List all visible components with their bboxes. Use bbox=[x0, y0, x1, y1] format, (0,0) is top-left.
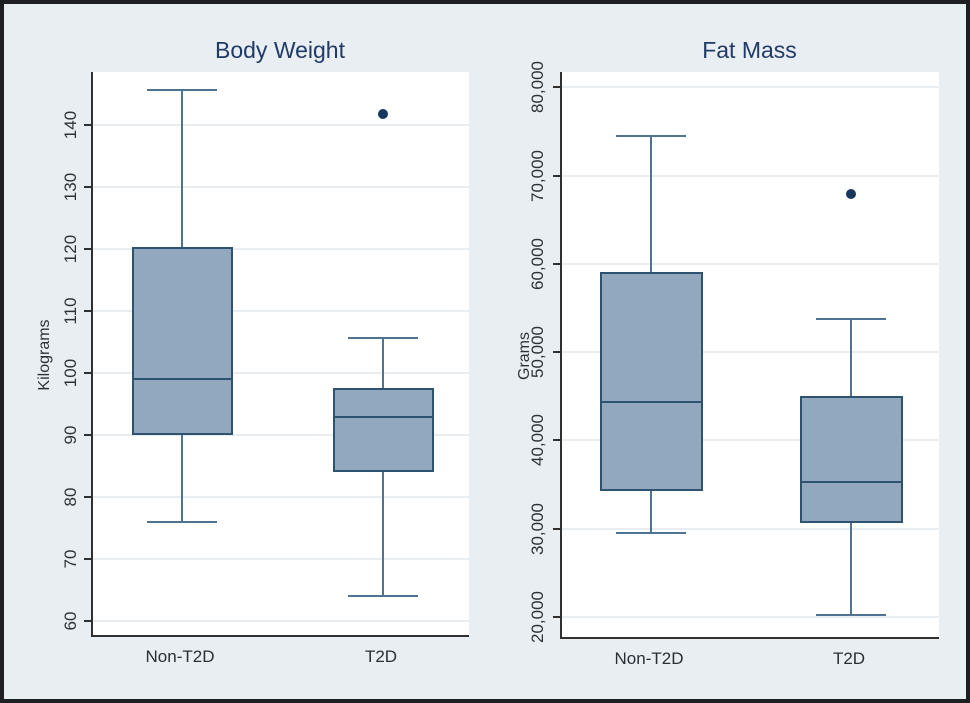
y-tick-mark bbox=[84, 372, 91, 374]
y-tick-label: 30,000 bbox=[528, 502, 547, 555]
y-tick-mark bbox=[553, 262, 560, 265]
y-tick-label: 60,000 bbox=[528, 237, 547, 290]
y-tick-mark bbox=[553, 351, 560, 354]
gridline bbox=[562, 174, 939, 177]
box bbox=[332, 387, 434, 473]
gridline bbox=[93, 433, 469, 436]
y-tick-mark bbox=[84, 619, 91, 622]
plot-area bbox=[560, 72, 939, 639]
outlier-point bbox=[846, 189, 856, 200]
x-category-label: Non-T2D bbox=[145, 647, 215, 666]
box bbox=[599, 271, 703, 491]
x-category-label: T2D bbox=[364, 647, 398, 666]
whisker-cap bbox=[147, 520, 217, 523]
panel-title: Body Weight bbox=[215, 37, 345, 63]
gridline bbox=[93, 310, 469, 313]
y-tick-mark bbox=[84, 557, 91, 560]
gridline bbox=[93, 372, 469, 374]
x-category-label: Non-T2D bbox=[614, 649, 684, 668]
y-tick-mark bbox=[84, 124, 91, 127]
whisker-line bbox=[181, 434, 183, 522]
y-tick-mark bbox=[553, 439, 560, 442]
y-tick-label: 50,000 bbox=[528, 326, 547, 379]
y-tick-label: 40,000 bbox=[528, 414, 547, 467]
gridline bbox=[562, 351, 939, 354]
whisker-cap bbox=[816, 318, 886, 321]
y-tick-mark bbox=[553, 616, 560, 619]
y-tick-mark bbox=[553, 86, 560, 89]
whisker-line bbox=[382, 338, 384, 388]
whisker-line bbox=[650, 135, 652, 272]
y-tick-mark bbox=[84, 433, 91, 436]
median-line bbox=[599, 400, 703, 403]
median-line bbox=[332, 415, 434, 418]
whisker-line bbox=[850, 319, 852, 397]
whisker-cap bbox=[816, 614, 886, 617]
whisker-cap bbox=[348, 594, 418, 597]
whisker-line bbox=[850, 523, 852, 616]
y-tick-mark bbox=[553, 527, 560, 530]
y-tick-mark bbox=[84, 186, 91, 189]
gridline bbox=[562, 616, 939, 619]
panel-fat-mass: Fat Mass Grams 20,000 30,000 40,000 50,000 6… bbox=[4, 4, 966, 699]
gridline bbox=[93, 557, 469, 560]
gridline bbox=[562, 439, 939, 442]
y-tick-label: 20,000 bbox=[528, 591, 547, 644]
gridline bbox=[93, 124, 469, 127]
gridline bbox=[93, 186, 469, 189]
whisker-line bbox=[382, 472, 384, 596]
whisker-line bbox=[650, 490, 652, 534]
gridline bbox=[93, 495, 469, 498]
whisker-cap bbox=[616, 134, 686, 137]
y-tick-mark bbox=[84, 248, 91, 251]
x-category-label: T2D bbox=[832, 649, 866, 668]
gridline bbox=[562, 527, 939, 530]
whisker-line bbox=[181, 89, 183, 247]
y-tick-mark bbox=[553, 174, 560, 177]
y-tick-label: 80,000 bbox=[528, 61, 547, 114]
y-tick-mark bbox=[84, 495, 91, 498]
y-tick-label: 70,000 bbox=[528, 149, 547, 202]
outlier-point bbox=[378, 109, 388, 120]
gridline bbox=[562, 262, 939, 265]
box bbox=[131, 246, 233, 435]
whisker-cap bbox=[616, 532, 686, 535]
whisker-cap bbox=[147, 88, 217, 91]
gridline bbox=[93, 248, 469, 251]
gridline bbox=[562, 86, 939, 89]
median-line bbox=[131, 378, 233, 381]
y-tick-mark bbox=[84, 310, 91, 313]
panel-body-weight: Body Weight Kilograms 60 70 80 90 100 110 120 1… bbox=[4, 4, 966, 699]
gridline bbox=[93, 619, 469, 622]
plot-area bbox=[91, 72, 469, 637]
panel-title: Fat Mass bbox=[702, 37, 797, 63]
median-line bbox=[799, 480, 903, 483]
whisker-cap bbox=[348, 337, 418, 340]
box bbox=[799, 396, 903, 524]
